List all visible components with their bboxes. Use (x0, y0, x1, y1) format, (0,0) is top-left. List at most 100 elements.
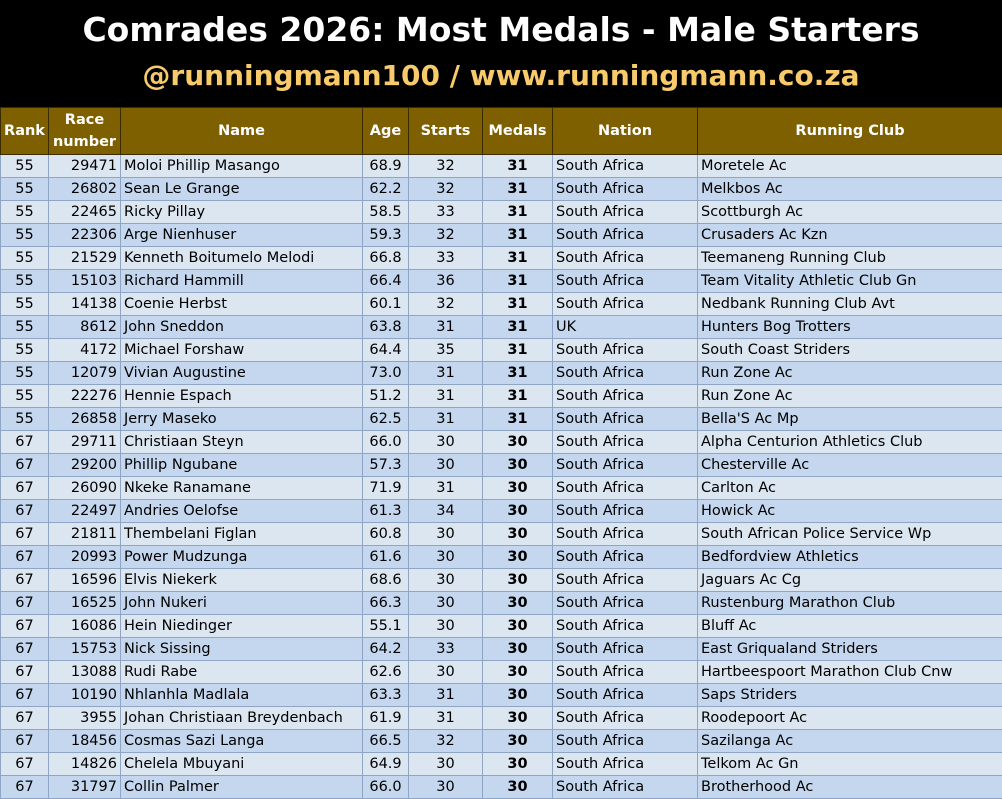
table-cell: 31 (482, 384, 553, 408)
table-cell: Nkeke Ranamane (120, 476, 363, 500)
table-cell: 16525 (48, 591, 121, 615)
table-cell: East Griqualand Striders (697, 637, 1002, 661)
table-cell: Team Vitality Athletic Club Gn (697, 269, 1002, 293)
table-cell: 29471 (48, 154, 121, 178)
table-cell: 67 (0, 453, 49, 477)
table-cell: Hein Niedinger (120, 614, 363, 638)
table-cell: 30 (482, 545, 553, 569)
table-cell: Andries Oelofse (120, 499, 363, 523)
table-cell: 55 (0, 223, 49, 247)
table-cell: 36 (408, 269, 483, 293)
table-cell: South Africa (552, 522, 698, 546)
table-cell: Run Zone Ac (697, 361, 1002, 385)
table-cell: South Africa (552, 200, 698, 224)
table-cell: 31 (482, 154, 553, 178)
table-cell: 31 (408, 476, 483, 500)
table-cell: 67 (0, 706, 49, 730)
table-cell: 62.6 (362, 660, 409, 684)
table-cell: South Africa (552, 407, 698, 431)
table-cell: Rustenburg Marathon Club (697, 591, 1002, 615)
table-cell: 32 (408, 292, 483, 316)
table-cell: 64.4 (362, 338, 409, 362)
table-cell: 55 (0, 338, 49, 362)
table-cell: 55 (0, 315, 49, 339)
table-row: 55 15103 Richard Hammill 66.4 36 31 South Afri… (0, 269, 1002, 293)
table-cell: Hennie Espach (120, 384, 363, 408)
table-cell: 55.1 (362, 614, 409, 638)
table-cell: South Africa (552, 384, 698, 408)
table-cell: 30 (482, 752, 553, 776)
table-cell: Arge Nienhuser (120, 223, 363, 247)
table-row: 67 14826 Chelela Mbuyani 64.9 30 30 South Afri… (0, 752, 1002, 776)
table-cell: 29711 (48, 430, 121, 454)
table-cell: South Coast Striders (697, 338, 1002, 362)
title: Comrades 2026: Most Medals - Male Starte… (82, 10, 920, 49)
table-cell: Elvis Niekerk (120, 568, 363, 592)
table-cell: Bluff Ac (697, 614, 1002, 638)
column-header: Medals (482, 107, 553, 155)
table-cell: Rudi Rabe (120, 660, 363, 684)
table-cell: Saps Striders (697, 683, 1002, 707)
table-cell: 32 (408, 154, 483, 178)
table-row: 67 18456 Cosmas Sazi Langa 66.5 32 30 South Af… (0, 729, 1002, 753)
column-header: Rank (0, 107, 49, 155)
header: Comrades 2026: Most Medals - Male Starte… (0, 0, 1002, 107)
table-cell: 66.0 (362, 430, 409, 454)
table-cell: 30 (408, 453, 483, 477)
table-cell: 15753 (48, 637, 121, 661)
table-cell: 31 (482, 269, 553, 293)
table-cell: 35 (408, 338, 483, 362)
table-row: 55 22465 Ricky Pillay 58.5 33 31 South Africa S… (0, 200, 1002, 224)
table-cell: 67 (0, 775, 49, 799)
table-cell: South Africa (552, 545, 698, 569)
table-cell: 60.8 (362, 522, 409, 546)
table-row: 67 22497 Andries Oelofse 61.3 34 30 South Afri… (0, 499, 1002, 523)
table-cell: 30 (482, 499, 553, 523)
table-cell: South Africa (552, 246, 698, 270)
table-cell: 62.5 (362, 407, 409, 431)
table-cell: Roodepoort Ac (697, 706, 1002, 730)
table-cell: 30 (408, 752, 483, 776)
table-cell: 29200 (48, 453, 121, 477)
table-cell: 30 (482, 568, 553, 592)
table-cell: 66.4 (362, 269, 409, 293)
table-cell: 31 (482, 246, 553, 270)
table-cell: South Africa (552, 683, 698, 707)
table-cell: 61.6 (362, 545, 409, 569)
table-cell: 67 (0, 522, 49, 546)
table-cell: 31 (482, 223, 553, 247)
table-row: 67 16525 John Nukeri 66.3 30 30 South Africa Ru… (0, 591, 1002, 615)
table-cell: 68.6 (362, 568, 409, 592)
table-cell: South Africa (552, 292, 698, 316)
table-cell: 16596 (48, 568, 121, 592)
table-cell: 55 (0, 154, 49, 178)
table-cell: 58.5 (362, 200, 409, 224)
table-cell: South Africa (552, 430, 698, 454)
table-cell: 31 (408, 361, 483, 385)
table-cell: 22276 (48, 384, 121, 408)
table-cell: 31 (408, 384, 483, 408)
table-row: 67 31797 Collin Palmer 66.0 30 30 South Africa… (0, 775, 1002, 799)
table-cell: South Africa (552, 453, 698, 477)
table-cell: 8612 (48, 315, 121, 339)
table-cell: Moloi Phillip Masango (120, 154, 363, 178)
table-cell: 55 (0, 384, 49, 408)
table-cell: Hartbeespoort Marathon Club Cnw (697, 660, 1002, 684)
table-cell: 14138 (48, 292, 121, 316)
table-cell: South Africa (552, 154, 698, 178)
table-cell: 21811 (48, 522, 121, 546)
table-cell: 31 (408, 683, 483, 707)
table-cell: South African Police Service Wp (697, 522, 1002, 546)
table-row: 67 16086 Hein Niedinger 55.1 30 30 South Afric… (0, 614, 1002, 638)
table-cell: Chelela Mbuyani (120, 752, 363, 776)
table-cell: 55 (0, 200, 49, 224)
table-cell: 67 (0, 545, 49, 569)
table-cell: John Sneddon (120, 315, 363, 339)
table-row: 55 8612 John Sneddon 63.8 31 31 UK Hunters Bog … (0, 315, 1002, 339)
table-cell: 30 (482, 706, 553, 730)
table-cell: 30 (482, 430, 553, 454)
table-cell: Collin Palmer (120, 775, 363, 799)
table-cell: 66.0 (362, 775, 409, 799)
table-cell: Alpha Centurion Athletics Club (697, 430, 1002, 454)
table-cell: 31 (408, 407, 483, 431)
